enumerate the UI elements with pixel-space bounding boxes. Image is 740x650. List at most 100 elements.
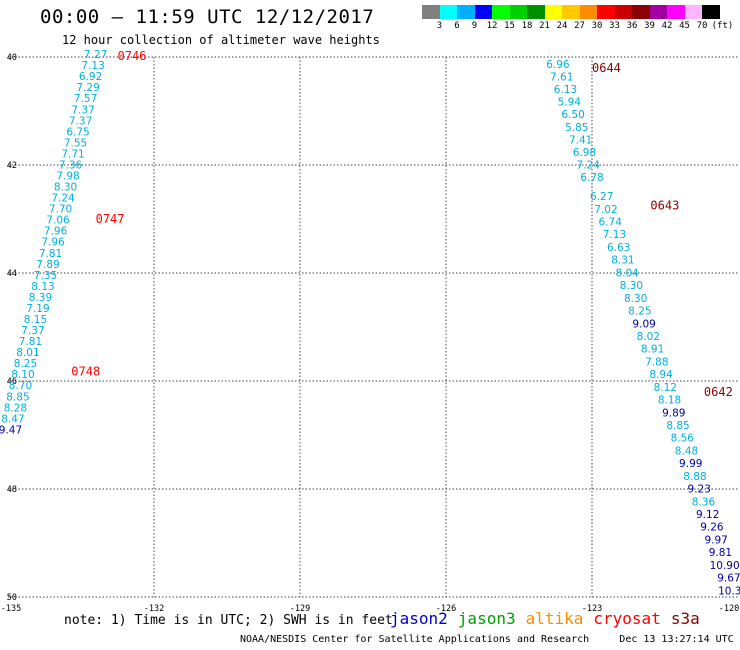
legend-swatch: [544, 5, 562, 19]
wave-height-value: 9.89: [662, 407, 685, 419]
legend-label: 33: [609, 21, 620, 31]
time-label: 0644: [592, 61, 621, 75]
wave-height-value: 8.30: [54, 182, 77, 194]
legend-label: 15: [504, 21, 515, 31]
wave-height-value: 8.18: [658, 395, 681, 407]
wave-height-value: 9.47: [0, 424, 22, 436]
wave-height-value: 6.96: [546, 59, 570, 71]
lon-tick-label: -123: [582, 604, 602, 614]
wave-height-value: 8.12: [654, 382, 677, 394]
legend-swatch: [667, 5, 685, 19]
legend-swatches: [422, 5, 732, 19]
lat-tick-label: 50: [7, 593, 17, 603]
wave-height-value: 7.37: [69, 115, 92, 127]
legend-label: 27: [574, 21, 585, 31]
satellite-legend: jason2 jason3 altika cryosat s3a: [390, 609, 710, 628]
wave-height-value: 8.10: [11, 369, 34, 381]
wave-height-value: 8.13: [31, 281, 54, 293]
wave-height-value: 7.06: [46, 215, 70, 227]
altimeter-track: 6.277.026.747.136.638.318.048.308.308.25…: [590, 191, 740, 597]
wave-height-value: 7.19: [26, 303, 49, 315]
wave-height-value: 9.99: [679, 458, 702, 470]
lat-tick-label: 46: [7, 377, 17, 387]
lat-tick-label: 44: [7, 269, 17, 279]
wave-height-value: 7.81: [19, 336, 42, 348]
lat-tick-label: 48: [7, 485, 17, 495]
wave-height-value: 7.41: [569, 134, 592, 146]
legend-label: 21: [539, 21, 550, 31]
satellite-legend-item: jason3: [457, 609, 516, 628]
wave-height-value: 7.55: [64, 137, 87, 149]
legend-label: 36: [626, 21, 638, 31]
legend-swatch: [562, 5, 580, 19]
legend-label: 24: [556, 21, 568, 31]
lat-tick-label: 40: [7, 53, 17, 63]
wave-height-value: 7.57: [74, 93, 97, 105]
wave-height-value: 7.13: [603, 229, 626, 241]
legend-swatch: [649, 5, 667, 19]
wave-height-value: 7.98: [56, 171, 79, 183]
wave-height-value: 8.47: [1, 413, 24, 425]
legend-labels: 3 6 9 12 15 18 21 24 27 30 33 36 39 42 45 70 (ft): [422, 19, 734, 31]
wave-height-value: 9.23: [688, 484, 711, 496]
wave-height-value: 7.70: [49, 204, 72, 216]
wave-height-value: 7.96: [44, 226, 68, 238]
wave-height-value: 6.92: [79, 71, 102, 83]
wave-height-value: 9.26: [700, 522, 724, 534]
legend-swatch: [492, 5, 510, 19]
legend-label: 12: [486, 21, 498, 31]
legend-swatch: [422, 5, 440, 19]
lon-tick-label: -129: [290, 604, 310, 614]
lon-tick-label: -132: [144, 604, 164, 614]
wave-height-value: 8.39: [29, 292, 52, 304]
legend-swatch: [509, 5, 527, 19]
time-label: 0746: [118, 49, 147, 63]
satellite-legend-item: altika: [525, 609, 584, 628]
wave-height-value: 9.09: [632, 318, 655, 330]
wave-height-value: 8.02: [637, 331, 660, 343]
wave-height-value: 5.85: [565, 122, 588, 134]
time-label: 0748: [71, 364, 100, 378]
wave-height-value: 7.13: [81, 60, 104, 72]
legend-swatch: [684, 5, 702, 19]
altimeter-track: 6.967.616.135.946.505.857.416.987.246.78…: [546, 59, 733, 399]
axis-tick-labels: 40 42 44 46 48 50-135 -132 -129 -126 -123 -120: [1, 53, 739, 614]
wave-height-value: 8.85: [6, 391, 29, 403]
altimeter-tracks: 7.277.136.927.297.577.377.376.757.557.71…: [0, 49, 740, 597]
wave-height-value: 9.67: [717, 573, 740, 585]
wave-height-value: 7.37: [71, 104, 94, 116]
footer-note: note: 1) Time is in UTC; 2) SWH is in fe…: [64, 613, 393, 628]
wave-height-value: 8.94: [649, 369, 673, 381]
wave-height-value: 8.30: [620, 280, 643, 292]
wave-height-value: 8.25: [628, 306, 651, 318]
lat-tick-label: 42: [7, 161, 17, 171]
legend-label: 30: [591, 21, 603, 31]
wave-height-value: 6.74: [599, 217, 623, 229]
wave-height-value: 7.36: [59, 159, 83, 171]
satellite-legend-item: jason2: [390, 609, 448, 628]
legend-label: 70: [696, 21, 708, 31]
wave-height-value: 6.63: [607, 242, 630, 254]
wave-height-value: 6.50: [561, 109, 584, 121]
wave-height-value: 8.04: [615, 267, 639, 279]
footer-credit: NOAA/NESDIS Center for Satellite Applica…: [240, 634, 740, 645]
wave-height-value: 10.30: [718, 585, 740, 597]
legend-label: 45: [679, 21, 690, 31]
wave-height-value: 7.71: [61, 148, 84, 160]
legend-swatch: [579, 5, 597, 19]
wave-height-value: 7.35: [34, 270, 57, 282]
wave-height-value: 10.90: [710, 560, 740, 572]
legend-swatch: [614, 5, 632, 19]
altimeter-track: 7.277.136.927.297.577.377.376.757.557.71…: [0, 49, 146, 436]
wave-height-value: 7.24: [577, 160, 601, 172]
legend-swatch: [702, 5, 720, 19]
wave-height-value: 8.28: [4, 402, 27, 414]
lon-tick-label: -120: [719, 604, 739, 614]
wave-height-value: 7.89: [36, 259, 59, 271]
satellite-legend-item: cryosat: [593, 609, 661, 628]
wave-height-color-legend: 3 6 9 12 15 18 21 24 27 30 33 36 39 42 45 70 (ft): [422, 5, 734, 31]
wave-height-value: 7.81: [39, 248, 62, 260]
legend-swatch: [597, 5, 615, 19]
wave-height-value: 8.25: [14, 358, 37, 370]
wave-height-value: 6.75: [66, 126, 89, 138]
